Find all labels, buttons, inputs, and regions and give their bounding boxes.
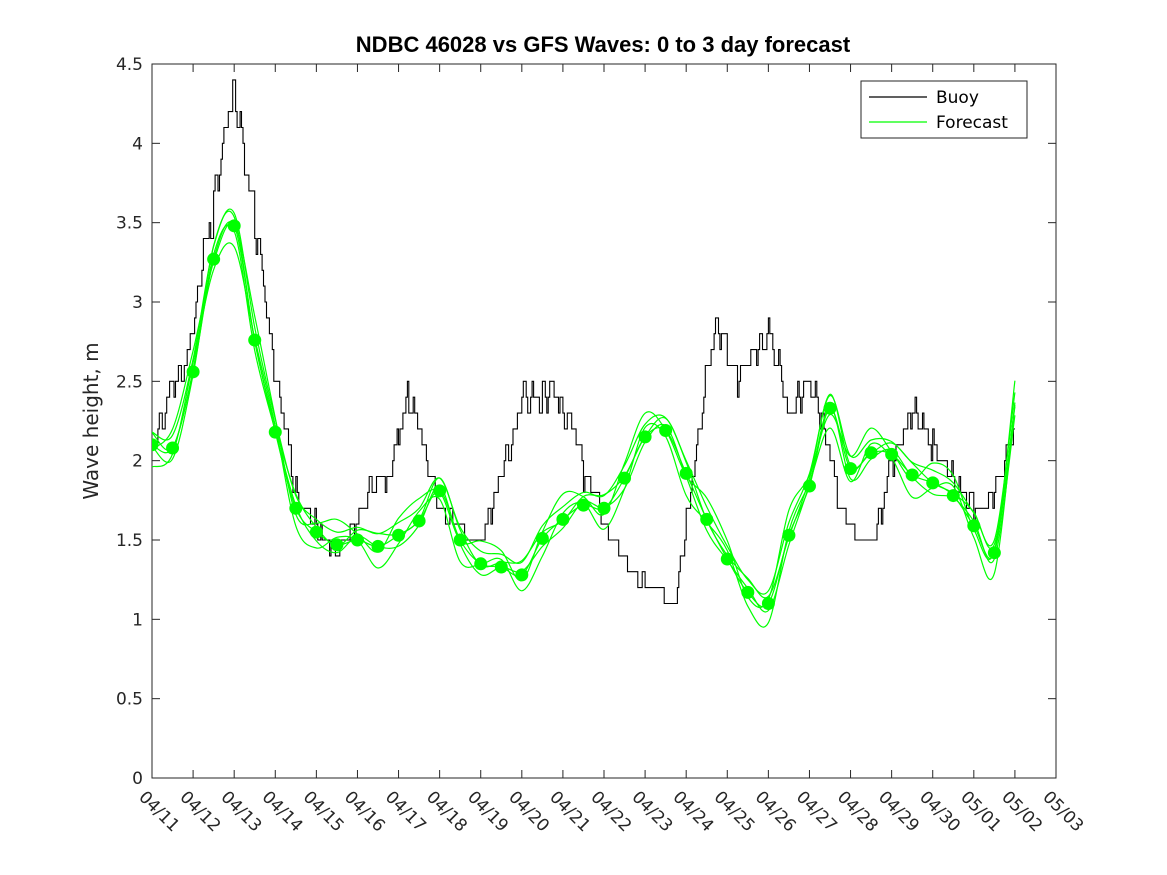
forecast-point [289, 501, 303, 515]
forecast-point [515, 568, 529, 582]
x-tick-label: 04/26 [751, 787, 800, 836]
x-tick-label: 04/30 [915, 787, 964, 836]
x-tick-label: 04/15 [299, 787, 348, 836]
forecast-point [885, 447, 899, 461]
forecast-point [207, 252, 221, 266]
forecast-point [782, 528, 796, 542]
legend: Buoy Forecast [860, 80, 1028, 139]
forecast-point [453, 533, 467, 547]
x-tick-label: 04/11 [134, 787, 183, 836]
y-tick-label: 1 [132, 610, 143, 630]
legend-label: Buoy [936, 88, 979, 108]
forecast-point [330, 538, 344, 552]
y-tick-label: 3 [132, 293, 143, 313]
x-tick-label: 04/21 [545, 787, 594, 836]
forecast-point [535, 531, 549, 545]
x-tick-label: 04/28 [833, 787, 882, 836]
forecast-point [556, 512, 570, 526]
forecast-point [309, 525, 323, 539]
legend-label: Forecast [936, 113, 1008, 133]
x-tick-label: 04/12 [176, 787, 225, 836]
forecast-point [227, 219, 241, 233]
y-tick-label: 1.5 [116, 531, 143, 551]
x-tick-label: 04/18 [422, 787, 471, 836]
series-group [152, 79, 1016, 628]
x-tick-label: 04/25 [710, 787, 759, 836]
forecast-point [700, 512, 714, 526]
forecast-point [350, 533, 364, 547]
forecast-point [618, 471, 632, 485]
x-tick-label: 04/19 [463, 787, 512, 836]
forecast-point [433, 484, 447, 498]
forecast-point [679, 466, 693, 480]
x-tick-label: 04/20 [504, 787, 553, 836]
y-tick-label: 4.5 [116, 55, 143, 75]
x-tick-label: 04/14 [258, 787, 307, 836]
forecast-point [248, 333, 262, 347]
plot-area [151, 63, 1057, 779]
forecast-point [741, 585, 755, 599]
forecast-point [905, 468, 919, 482]
forecast-point [761, 596, 775, 610]
y-tick-label: 0 [132, 769, 143, 789]
forecast-point [638, 430, 652, 444]
forecast-point [576, 498, 590, 512]
forecast-point [864, 446, 878, 460]
forecast-point [967, 519, 981, 533]
y-axis-label: Wave height, m [79, 342, 103, 499]
forecast-point [166, 441, 180, 455]
x-tick-label: 04/17 [381, 787, 430, 836]
forecast-point [823, 401, 837, 415]
x-tick-label: 04/29 [874, 787, 923, 836]
forecast-point [926, 476, 940, 490]
forecast-point [152, 438, 159, 452]
forecast-point [474, 557, 488, 571]
y-tick-label: 2.5 [116, 372, 143, 392]
forecast-line [152, 222, 1016, 608]
forecast-point [412, 514, 426, 528]
y-tick-label: 4 [132, 134, 143, 154]
forecast-point [987, 546, 1001, 560]
forecast-point [268, 425, 282, 439]
forecast-point [946, 489, 960, 503]
y-tick-label: 2 [132, 452, 143, 472]
x-tick-label: 05/02 [997, 787, 1046, 836]
forecast-point [659, 424, 673, 438]
x-tick-label: 04/27 [792, 787, 841, 836]
forecast-point [186, 365, 200, 379]
forecast-point [597, 501, 611, 515]
legend-box [860, 80, 1028, 139]
x-tick-label: 05/01 [956, 787, 1005, 836]
forecast-point [844, 462, 858, 476]
x-tick-label: 04/23 [628, 787, 677, 836]
forecast-point [494, 560, 508, 574]
forecast-line [152, 208, 1016, 595]
x-tick-label: 04/24 [669, 787, 718, 836]
y-tick-label: 3.5 [116, 214, 143, 234]
forecast-point [371, 539, 385, 553]
x-tick-label: 04/16 [340, 787, 389, 836]
x-tick-label: 04/13 [217, 787, 266, 836]
forecast-point [392, 528, 406, 542]
x-tick-label: 04/22 [586, 787, 635, 836]
forecast-point [720, 552, 734, 566]
y-tick-label: 0.5 [116, 690, 143, 710]
chart-title: NDBC 46028 vs GFS Waves: 0 to 3 day fore… [356, 32, 851, 57]
x-tick-label: 05/03 [1038, 787, 1087, 836]
buoy-line [152, 79, 1015, 605]
forecast-point [802, 479, 816, 493]
